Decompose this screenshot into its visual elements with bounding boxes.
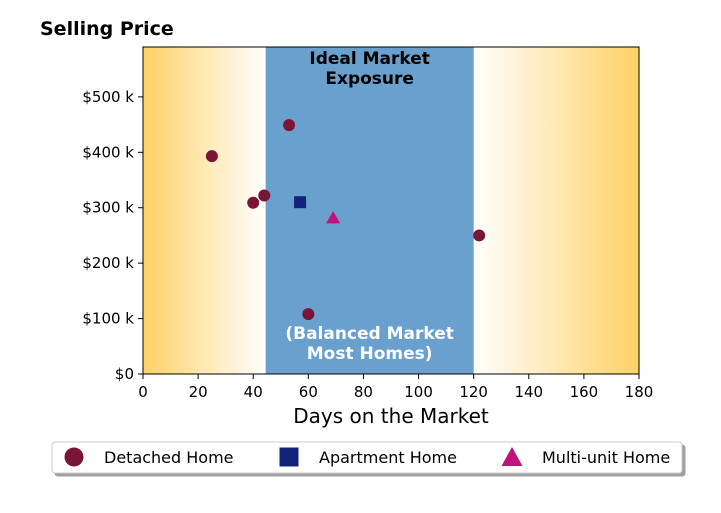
x-tick-label: 0 xyxy=(138,383,148,401)
data-point xyxy=(247,196,260,209)
x-tick-label: 20 xyxy=(189,383,208,401)
y-axis-title: Selling Price xyxy=(40,18,174,40)
data-point xyxy=(283,119,296,132)
gradient-left xyxy=(143,47,266,374)
x-tick-label: 180 xyxy=(625,383,654,401)
band-label-bottom: Most Homes) xyxy=(307,344,433,364)
band-label-top: Exposure xyxy=(325,69,414,89)
plot-frame xyxy=(142,46,640,375)
data-point xyxy=(205,150,218,163)
legend-box xyxy=(51,441,683,474)
data-point xyxy=(326,211,341,224)
band-rect xyxy=(265,47,474,374)
legend-label: Apartment Home xyxy=(319,448,457,467)
x-tick-label: 160 xyxy=(570,383,599,401)
x-tick-label: 60 xyxy=(299,383,318,401)
legend-label: Detached Home xyxy=(104,448,234,467)
x-axis-ticks: 0 20 40 60 80 100 120 140 160 180 xyxy=(138,374,653,401)
x-axis-title: Days on the Market xyxy=(293,404,489,428)
gradient-right xyxy=(473,47,639,374)
x-tick-label: 100 xyxy=(404,383,433,401)
legend-marker xyxy=(64,447,84,467)
y-tick-label: $100 k xyxy=(82,310,134,328)
x-tick-label: 120 xyxy=(459,383,488,401)
data-point xyxy=(302,308,315,321)
data-point xyxy=(473,229,486,242)
data-point xyxy=(294,196,307,209)
x-tick-label: 80 xyxy=(354,383,373,401)
y-tick-label: $0 xyxy=(115,365,134,383)
legend: Detached Home Apartment Home Multi-unit Ho… xyxy=(51,441,683,474)
y-tick-label: $300 k xyxy=(82,199,134,217)
y-tick-label: $400 k xyxy=(82,143,134,161)
data-point xyxy=(258,189,271,202)
x-tick-label: 40 xyxy=(244,383,263,401)
legend-marker xyxy=(501,446,523,467)
x-tick-label: 140 xyxy=(514,383,543,401)
band-label-top: Ideal Market xyxy=(309,49,430,69)
plot-background xyxy=(143,47,639,374)
y-axis-ticks: $0 $100 k $200 k $300 k $400 k $500 k xyxy=(82,88,143,383)
data-points xyxy=(205,119,486,321)
y-tick-label: $500 k xyxy=(82,88,134,106)
band-label-bottom: (Balanced Market xyxy=(285,324,454,344)
legend-label: Multi-unit Home xyxy=(542,448,670,467)
legend-marker xyxy=(279,447,299,467)
y-tick-label: $200 k xyxy=(82,254,134,272)
